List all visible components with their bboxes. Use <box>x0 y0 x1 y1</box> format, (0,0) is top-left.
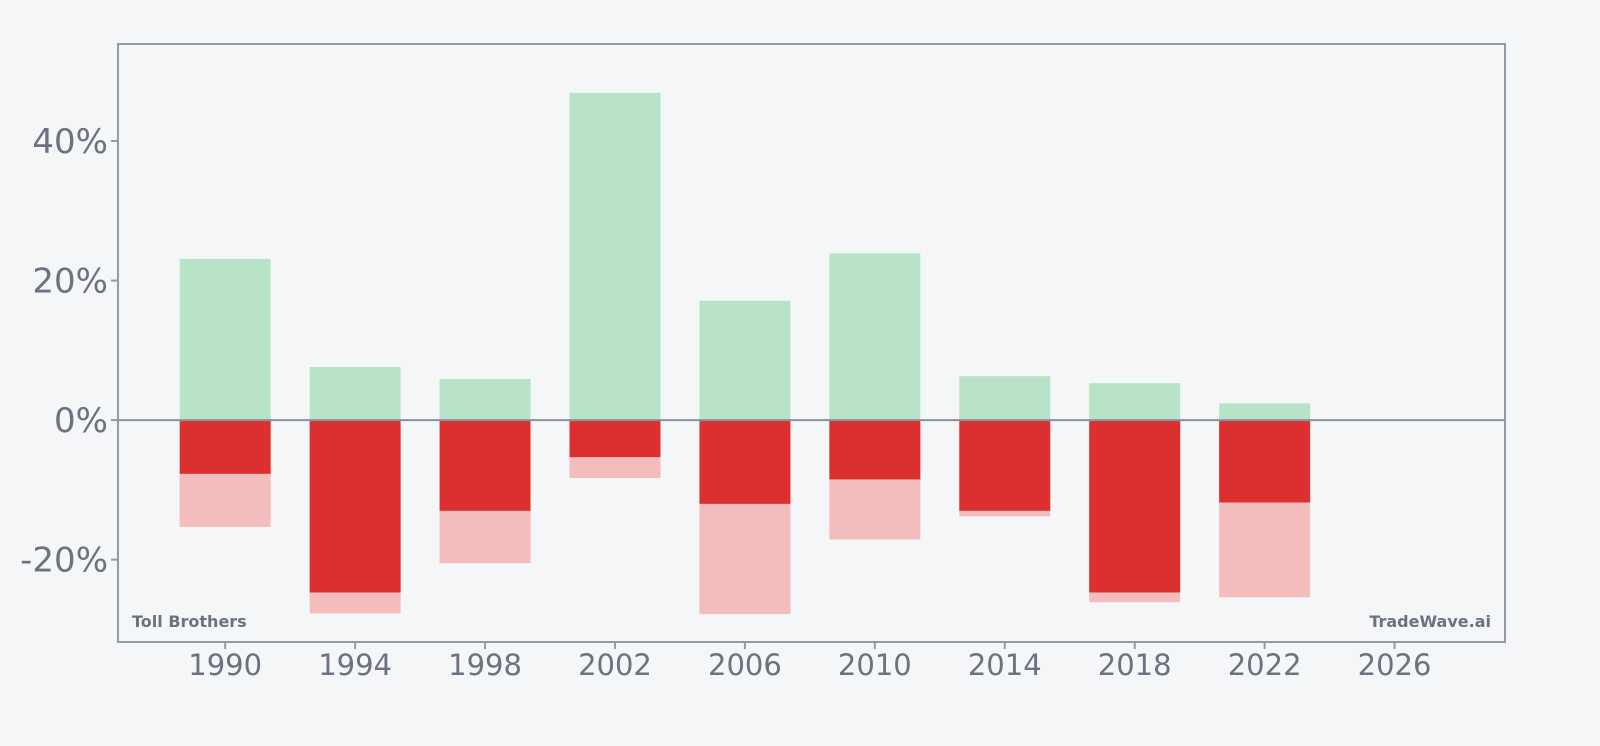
x-tick-label: 2002 <box>578 648 652 682</box>
x-axis: 1990 1994 1998 2002 2006 2010 2014 2018 2022 2026 <box>188 642 1431 682</box>
bar-year-end-drawdown-2014 <box>959 420 1051 511</box>
bar-max-gain-1994 <box>309 367 401 421</box>
bars-layer <box>179 92 1311 615</box>
bar-max-gain-2002 <box>569 92 661 421</box>
bar-year-end-drawdown-1998 <box>439 420 531 511</box>
bar-max-gain-2010 <box>829 253 921 421</box>
bar-max-gain-1990 <box>179 258 271 421</box>
x-tick-label: 2014 <box>968 648 1042 682</box>
y-tick-label: 0% <box>54 401 108 441</box>
bar-max-gain-2018 <box>1089 383 1181 421</box>
y-tick-label: 20% <box>32 262 108 302</box>
watermark-label: TradeWave.ai <box>1369 612 1491 631</box>
company-label: Toll Brothers <box>132 612 247 631</box>
x-tick-label: 1994 <box>318 648 392 682</box>
bar-year-end-drawdown-2018 <box>1089 420 1181 593</box>
bar-year-end-drawdown-2010 <box>829 420 921 480</box>
plot-frame <box>117 43 1506 643</box>
bar-year-end-drawdown-2002 <box>569 420 661 458</box>
bar-max-gain-2006 <box>699 300 791 421</box>
y-axis: -20% 0% 20% 40% <box>20 122 118 581</box>
x-tick-label: 1998 <box>448 648 522 682</box>
bar-max-gain-1998 <box>439 378 531 421</box>
x-tick-label: 2010 <box>838 648 912 682</box>
bar-year-end-drawdown-2006 <box>699 420 791 504</box>
bar-year-end-drawdown-1990 <box>179 420 271 474</box>
x-tick-label: 2022 <box>1228 648 1302 682</box>
x-tick-label: 2026 <box>1358 648 1432 682</box>
x-tick-label: 2018 <box>1098 648 1172 682</box>
x-tick-label: 1990 <box>188 648 262 682</box>
y-tick-label: -20% <box>20 541 108 581</box>
x-tick-label: 2006 <box>708 648 782 682</box>
bar-year-end-drawdown-1994 <box>309 420 401 593</box>
bar-max-gain-2022 <box>1219 403 1311 421</box>
bar-year-end-drawdown-2022 <box>1219 420 1311 503</box>
bar-max-gain-2014 <box>959 376 1051 421</box>
y-tick-label: 40% <box>32 122 108 162</box>
